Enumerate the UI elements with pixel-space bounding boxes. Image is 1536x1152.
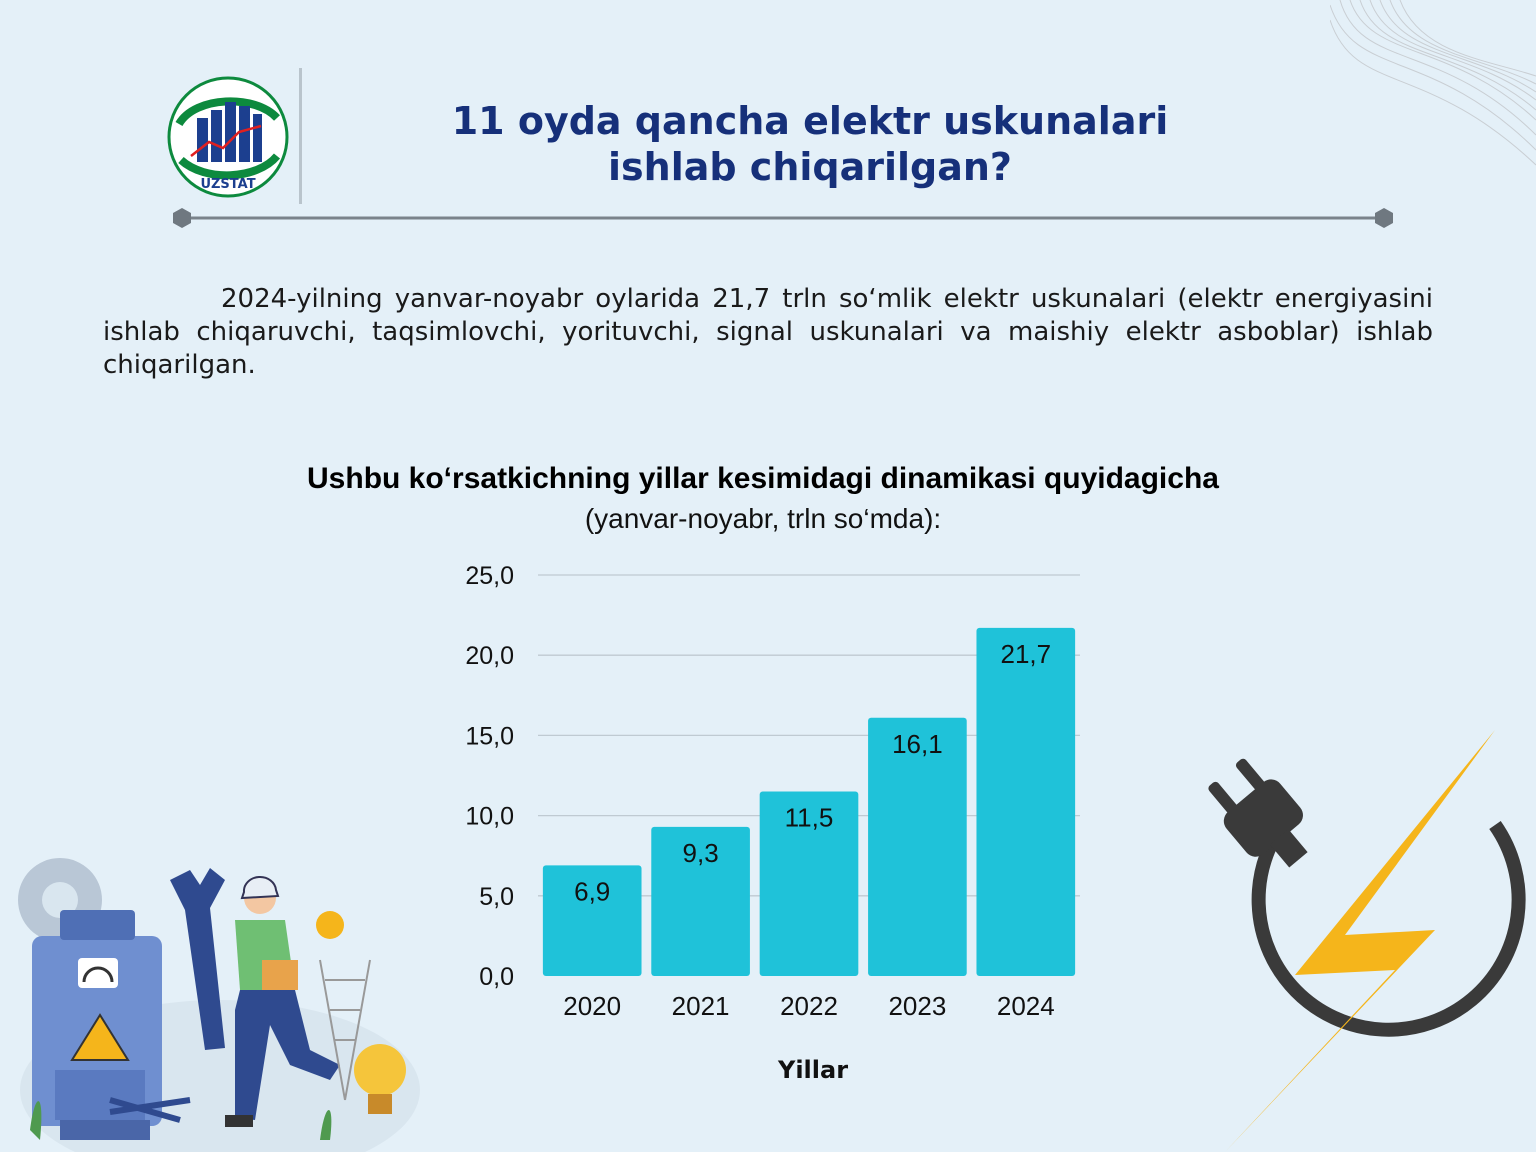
x-tick-label: 2021 xyxy=(672,991,730,1021)
y-tick-label: 20,0 xyxy=(465,642,514,670)
bar-2021 xyxy=(651,826,750,976)
bar-2024 xyxy=(976,627,1076,976)
y-tick-label: 10,0 xyxy=(465,803,514,831)
page-title: 11 oyda qancha elektr uskunalari ishlab … xyxy=(310,98,1310,190)
x-tick-label: 2020 xyxy=(563,991,621,1021)
bar-2020 xyxy=(542,865,642,976)
x-tick-label: 2022 xyxy=(780,991,838,1021)
logo-separator xyxy=(299,68,302,204)
uzstat-logo-icon: UZSTAT xyxy=(167,76,289,198)
x-tick-label: 2024 xyxy=(997,991,1055,1021)
page-title-line1: 11 oyda qancha elektr uskunalari xyxy=(451,99,1169,143)
data-label: 16,1 xyxy=(892,729,943,759)
logo-text: UZSTAT xyxy=(200,177,255,192)
y-tick-label: 15,0 xyxy=(465,722,514,750)
data-label: 9,3 xyxy=(683,838,719,868)
data-label: 21,7 xyxy=(1000,639,1051,669)
wave-lines-decoration xyxy=(1330,0,1536,166)
x-tick-label: 2023 xyxy=(888,991,946,1021)
x-axis-label: Yillar xyxy=(777,1056,848,1084)
electrician-illustration xyxy=(18,858,420,1152)
chart-subtitle: (yanvar-noyabr, trln so‘mda): xyxy=(584,503,942,534)
intro-paragraph: 2024-yilning yanvar-noyabr oylarida 21,7… xyxy=(103,284,1433,380)
bar-2023 xyxy=(868,717,967,976)
y-tick-label: 25,0 xyxy=(465,562,514,590)
y-tick-label: 5,0 xyxy=(479,883,514,911)
data-label: 11,5 xyxy=(785,803,834,833)
chart-title: Ushbu ko‘rsatkichning yillar kesimidagi … xyxy=(307,462,1219,495)
bar-chart: 0,0 5,0 10,0 15,0 20,0 25,0 6,9 2020 9,3 2021 11,5… xyxy=(465,562,1080,1084)
data-label: 6,9 xyxy=(574,876,610,906)
plug-lightning-icon xyxy=(1208,730,1526,1152)
y-tick-label: 0,0 xyxy=(479,963,514,991)
title-divider xyxy=(173,208,1393,228)
bar-2022 xyxy=(759,791,859,976)
page-title-line2: ishlab chiqarilgan? xyxy=(608,145,1012,189)
